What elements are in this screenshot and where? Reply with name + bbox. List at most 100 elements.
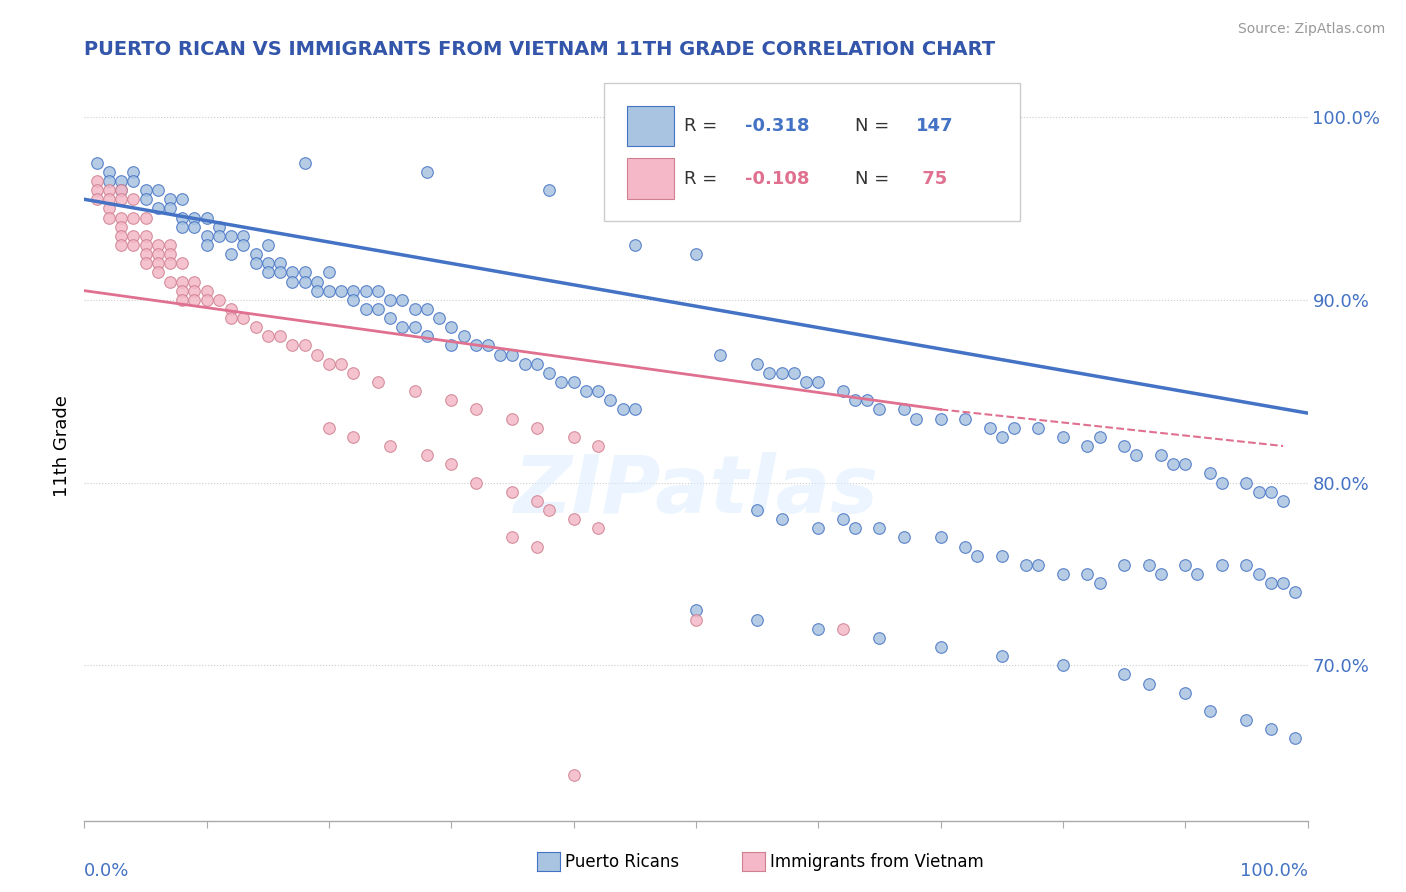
Point: [538, 183, 561, 197]
Point: [1088, 430, 1111, 444]
Point: [404, 301, 426, 316]
Point: [159, 192, 181, 206]
Point: [1052, 430, 1074, 444]
Point: [526, 493, 548, 508]
Point: [794, 375, 817, 389]
Point: [86, 174, 108, 188]
Point: [770, 512, 793, 526]
Point: [1236, 558, 1258, 572]
Point: [172, 293, 194, 307]
Point: [135, 228, 157, 243]
Point: [146, 256, 169, 270]
Point: [1114, 439, 1136, 453]
Text: 0.0%: 0.0%: [84, 862, 129, 880]
Point: [257, 329, 280, 343]
Point: [869, 521, 891, 535]
Point: [342, 284, 364, 298]
Point: [122, 192, 145, 206]
Point: [208, 293, 231, 307]
Point: [208, 219, 231, 234]
Point: [1150, 448, 1173, 462]
Point: [159, 256, 181, 270]
Point: [1002, 421, 1025, 435]
Point: [183, 293, 205, 307]
Point: [110, 211, 132, 225]
Point: [440, 457, 463, 471]
Point: [502, 530, 524, 544]
Text: -0.318: -0.318: [745, 117, 810, 135]
Text: Source: ZipAtlas.com: Source: ZipAtlas.com: [1237, 22, 1385, 37]
Point: [135, 238, 157, 252]
Point: [97, 211, 120, 225]
Point: [1174, 686, 1197, 700]
Text: 75: 75: [917, 169, 948, 187]
Point: [245, 256, 267, 270]
Text: -0.108: -0.108: [745, 169, 810, 187]
Point: [122, 211, 145, 225]
Point: [562, 430, 585, 444]
Point: [294, 275, 316, 289]
Point: [159, 202, 181, 216]
Point: [1114, 667, 1136, 681]
Point: [342, 293, 364, 307]
Point: [122, 174, 145, 188]
Point: [86, 192, 108, 206]
Point: [1236, 475, 1258, 490]
Point: [97, 192, 120, 206]
Point: [831, 384, 853, 399]
Point: [1088, 576, 1111, 591]
Point: [342, 366, 364, 380]
Text: ZIPatlas: ZIPatlas: [513, 452, 879, 530]
Point: [464, 402, 486, 417]
Point: [97, 202, 120, 216]
Point: [979, 421, 1001, 435]
Point: [245, 320, 267, 334]
Y-axis label: 11th Grade: 11th Grade: [53, 395, 72, 497]
Point: [747, 503, 769, 517]
Point: [110, 183, 132, 197]
Point: [1247, 566, 1270, 581]
Point: [110, 174, 132, 188]
Point: [991, 649, 1014, 664]
FancyBboxPatch shape: [627, 158, 673, 199]
Point: [195, 293, 218, 307]
Point: [172, 192, 194, 206]
Point: [1211, 558, 1233, 572]
FancyBboxPatch shape: [605, 83, 1021, 221]
Point: [172, 284, 194, 298]
Point: [146, 183, 169, 197]
Point: [513, 357, 536, 371]
Point: [245, 247, 267, 261]
Point: [110, 219, 132, 234]
Point: [380, 311, 402, 326]
Point: [1198, 704, 1220, 718]
Point: [502, 348, 524, 362]
Point: [747, 613, 769, 627]
Point: [281, 275, 304, 289]
Point: [758, 366, 780, 380]
Point: [538, 366, 561, 380]
Point: [195, 211, 218, 225]
Point: [526, 540, 548, 554]
Point: [97, 165, 120, 179]
Point: [526, 421, 548, 435]
Point: [953, 411, 976, 425]
Text: PUERTO RICAN VS IMMIGRANTS FROM VIETNAM 11TH GRADE CORRELATION CHART: PUERTO RICAN VS IMMIGRANTS FROM VIETNAM …: [84, 39, 995, 59]
Point: [1028, 421, 1050, 435]
Point: [354, 301, 377, 316]
Point: [159, 247, 181, 261]
Point: [219, 301, 242, 316]
Point: [1272, 576, 1295, 591]
Point: [294, 155, 316, 169]
Point: [1174, 457, 1197, 471]
Point: [367, 284, 389, 298]
Point: [856, 393, 879, 408]
Point: [575, 384, 598, 399]
Point: [330, 284, 353, 298]
Point: [844, 521, 866, 535]
Point: [502, 411, 524, 425]
Point: [97, 174, 120, 188]
Point: [183, 275, 205, 289]
Point: [991, 549, 1014, 563]
Point: [219, 228, 242, 243]
